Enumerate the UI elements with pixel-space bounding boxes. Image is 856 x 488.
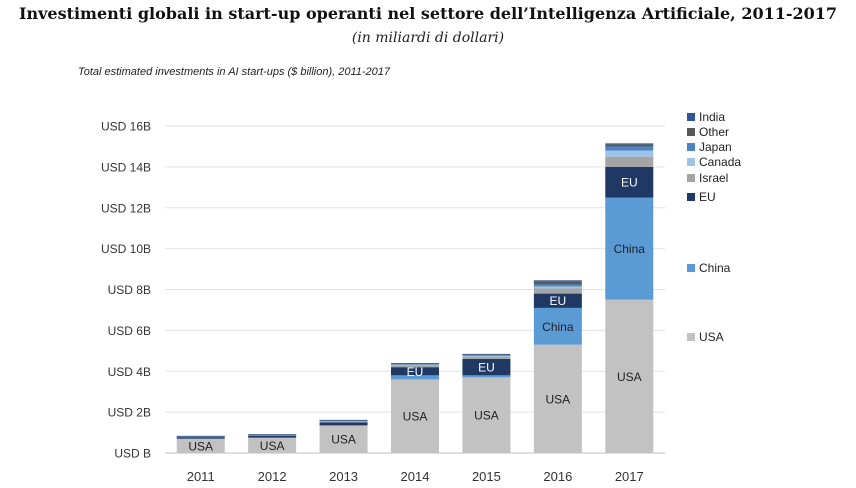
x-tick-label: 2014	[401, 469, 430, 484]
bar-data-label: USA	[331, 433, 356, 447]
bar-segment-usa	[319, 425, 368, 453]
legend-swatch-canada	[687, 158, 695, 166]
bar-data-label: USA	[260, 439, 285, 453]
y-tick-label: USD 6B	[108, 324, 151, 338]
y-tick-label: USD 10B	[101, 242, 151, 256]
bar-segment-israel	[605, 156, 654, 167]
y-tick-label: USD 14B	[101, 160, 151, 174]
legend-swatch-usa	[687, 333, 695, 341]
bar-data-label: EU	[478, 361, 495, 375]
bar-segment-usa	[462, 377, 511, 453]
y-tick-label: USD 2B	[108, 406, 151, 420]
bar-segment-india	[176, 435, 225, 437]
bar-segment-eu	[605, 166, 654, 198]
bar-segment-canada	[319, 420, 368, 422]
page-subtitle: (in miliardi di dollari)	[351, 30, 505, 46]
bar-segment-india	[605, 143, 654, 145]
legend-swatch-china	[687, 264, 695, 272]
bar-segment-china	[462, 375, 511, 378]
legend-label-india: India	[699, 110, 725, 124]
bar-data-label: USA	[403, 410, 428, 424]
bar-data-label: EU	[550, 294, 567, 308]
bar-segment-eu	[176, 437, 225, 439]
bar-segment-other	[533, 281, 582, 285]
page-title: Investimenti globali in start-up operant…	[18, 4, 838, 23]
bar-segment-other	[391, 363, 439, 365]
bar-segment-eu	[248, 435, 297, 438]
bar-segment-usa	[176, 438, 225, 453]
bar-data-label: USA	[617, 370, 642, 384]
y-tick-label: USD 16B	[101, 120, 151, 134]
x-tick-label: 2016	[543, 469, 572, 484]
bar-segment-japan	[605, 146, 654, 151]
bar-segment-india	[533, 280, 582, 282]
y-tick-label: USD 8B	[108, 283, 151, 297]
bar-segment-india	[391, 363, 439, 364]
bar-data-label: EU	[407, 365, 424, 379]
bar-data-label: China	[614, 242, 646, 256]
x-tick-label: 2017	[615, 469, 644, 484]
bar-segment-eu	[533, 293, 582, 308]
legend-swatch-india	[687, 113, 695, 121]
bar-segment-china	[533, 307, 582, 345]
legend-swatch-eu	[687, 193, 695, 201]
legend-label-japan: Japan	[699, 140, 732, 154]
bar-segment-canada	[462, 355, 511, 357]
x-tick-label: 2015	[472, 469, 501, 484]
x-tick-label: 2013	[329, 469, 358, 484]
bar-segment-japan	[391, 363, 439, 365]
y-tick-label: USD 12B	[101, 201, 151, 215]
bar-data-label: China	[542, 320, 574, 334]
bar-segment-israel	[533, 288, 582, 294]
y-tick-label: USD 4B	[108, 365, 151, 379]
bar-segment-other	[462, 354, 511, 355]
bar-data-label: USA	[474, 409, 499, 423]
bar-segment-israel	[462, 356, 511, 359]
bar-data-label: USA	[546, 392, 571, 406]
legend-label-usa: USA	[699, 330, 724, 344]
bar-segment-india	[462, 353, 511, 355]
bar-segment-other	[605, 144, 654, 147]
bar-data-label: EU	[621, 176, 638, 190]
bar-segment-india	[248, 434, 297, 435]
x-tick-label: 2012	[258, 469, 287, 484]
bar-segment-usa	[533, 344, 582, 453]
bar-segment-eu	[319, 422, 368, 426]
legend-label-other: Other	[699, 125, 729, 139]
bar-segment-japan	[462, 354, 511, 356]
bar-data-label: USA	[188, 439, 213, 453]
y-tick-label: USD B	[114, 447, 151, 461]
x-tick-label: 2011	[187, 469, 215, 484]
legend-swatch-other	[687, 128, 695, 136]
bar-segment-usa	[248, 437, 297, 453]
bar-segment-israel	[391, 365, 439, 368]
bar-segment-usa	[605, 299, 654, 453]
bar-segment-israel	[319, 421, 368, 423]
bar-segment-china	[605, 197, 654, 300]
bar-segment-japan	[319, 420, 368, 422]
bar-segment-china	[391, 375, 439, 380]
bar-segment-usa	[391, 379, 439, 453]
bar-segment-eu	[391, 367, 439, 376]
chart-title: Total estimated investments in AI start-…	[78, 66, 391, 78]
legend-swatch-japan	[687, 143, 695, 151]
bar-segment-canada	[391, 364, 439, 366]
bar-segment-eu	[462, 358, 511, 376]
legend-swatch-israel	[687, 174, 695, 182]
legend-label-china: China	[699, 261, 731, 275]
bar-segment-canada	[533, 286, 582, 289]
bar-segment-canada	[605, 150, 654, 157]
legend-label-israel: Israel	[699, 171, 728, 185]
legend-label-eu: EU	[699, 190, 716, 204]
legend-label-canada: Canada	[699, 155, 741, 169]
bar-segment-japan	[533, 284, 582, 287]
bar-segment-india	[319, 419, 368, 421]
